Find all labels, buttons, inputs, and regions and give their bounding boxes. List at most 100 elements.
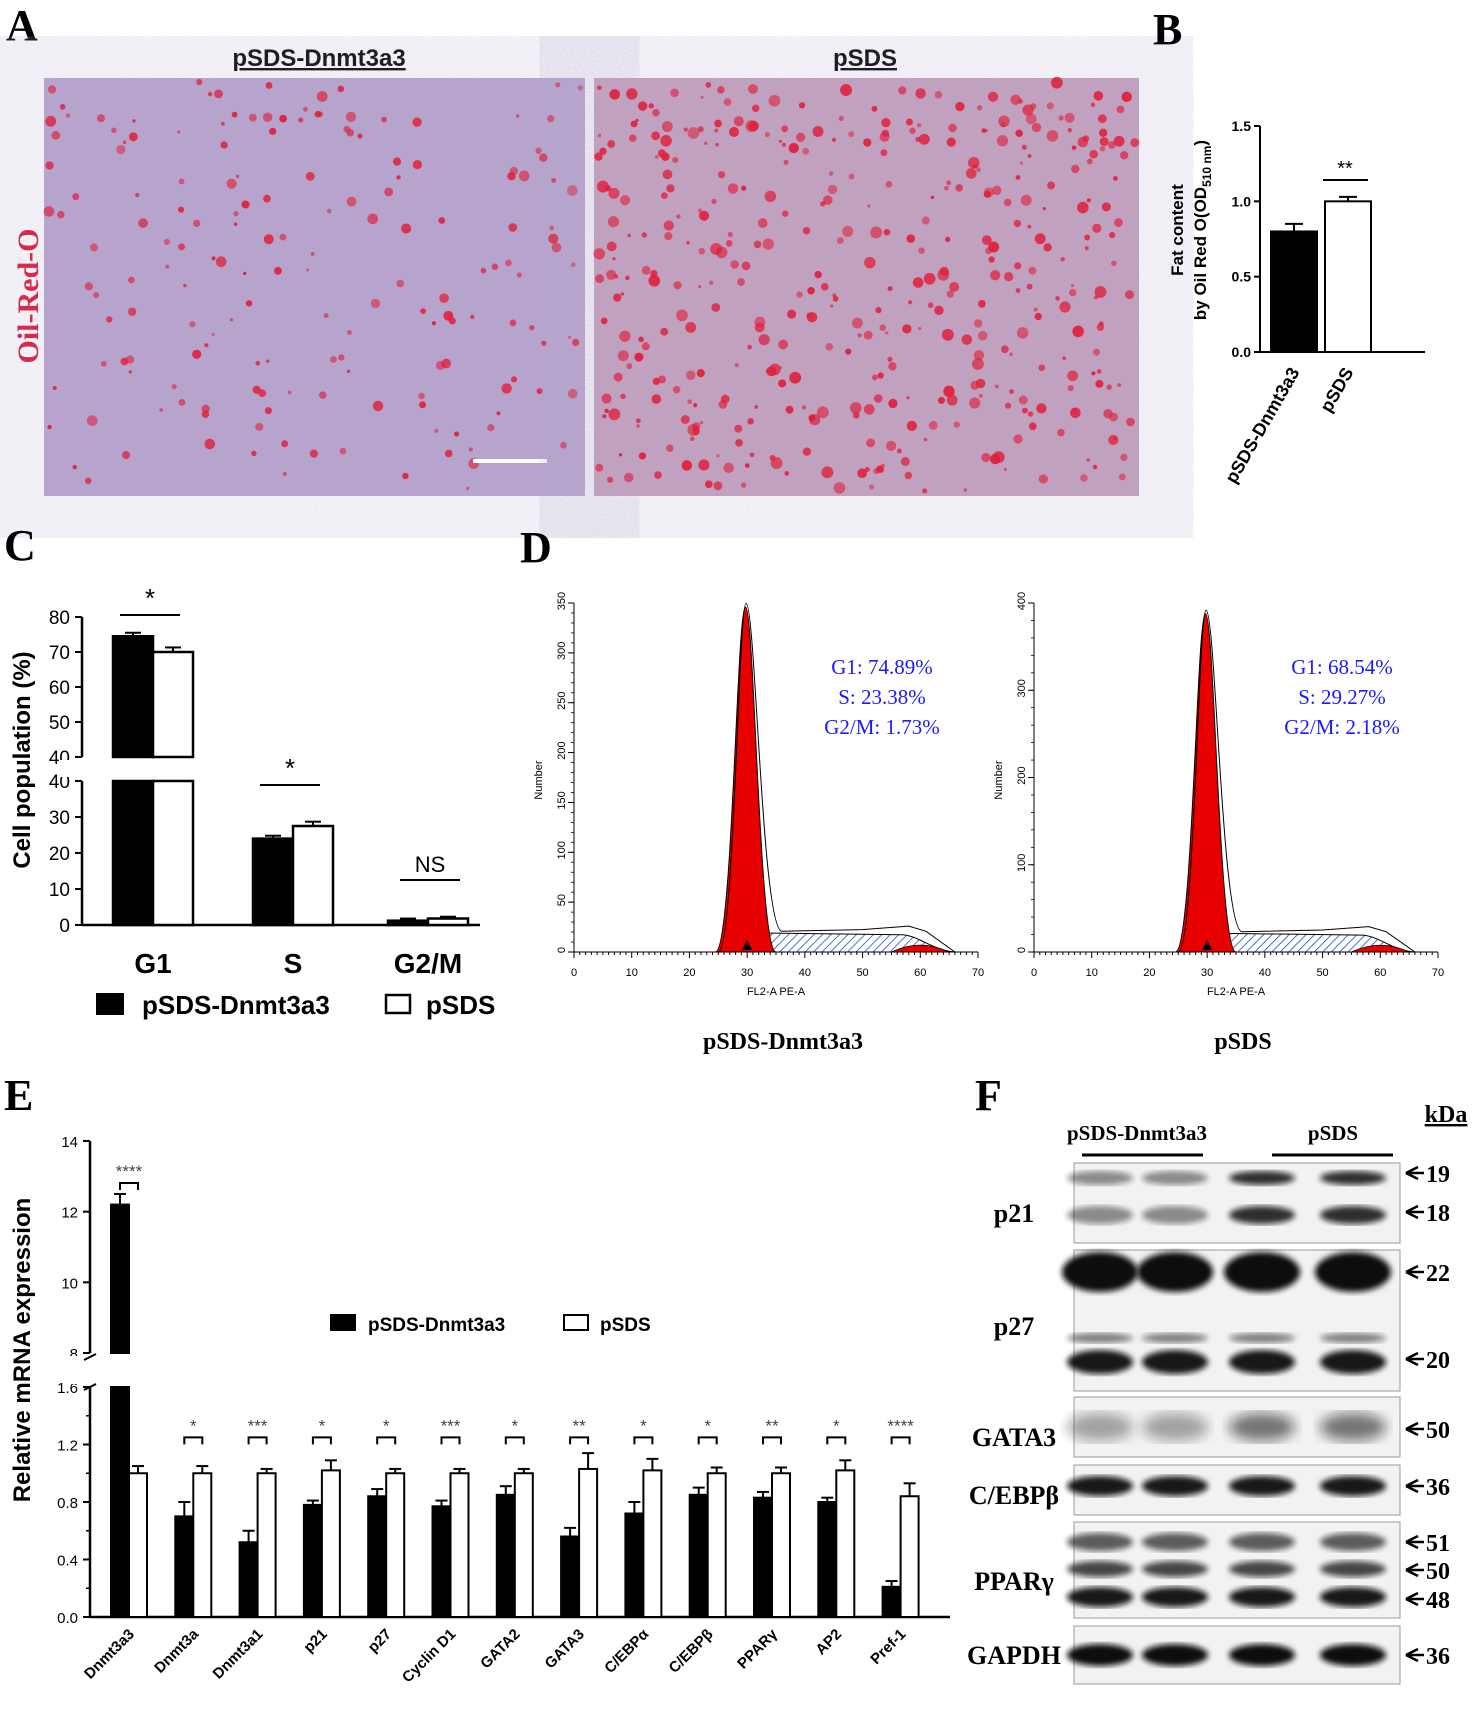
lipid-droplet: [807, 286, 815, 295]
blot-band: [1320, 1206, 1386, 1224]
panel-c-y-tick-label: 60: [49, 678, 70, 699]
lipid-droplet: [1009, 389, 1014, 394]
lipid-droplet: [728, 126, 740, 137]
lipid-droplet: [1114, 218, 1123, 227]
lipid-droplet: [887, 356, 893, 362]
lipid-droplet: [676, 309, 688, 322]
lipid-droplet: [204, 343, 209, 348]
lipid-droplet: [827, 184, 838, 195]
lipid-droplet: [781, 125, 789, 133]
lipid-droplet: [263, 194, 271, 203]
lipid-droplet: [468, 447, 473, 452]
lipid-droplet: [944, 185, 949, 191]
lipid-droplet: [1077, 201, 1089, 214]
lipid-droplet: [466, 486, 470, 491]
panel-e-break-mark: [83, 1383, 97, 1391]
panel-e-chart: Relative mRNA expression 0.0 0.4 0.8 1.2 1.6…: [9, 1134, 950, 1686]
lipid-droplet: [607, 140, 616, 148]
lipid-droplet: [661, 152, 670, 161]
lipid-droplet: [741, 261, 751, 271]
panel-e-legend-swatch-2: [563, 1314, 589, 1331]
lipid-droplet: [717, 86, 725, 94]
lipid-droplet: [505, 259, 512, 267]
lipid-droplet: [651, 394, 662, 404]
lipid-droplet: [974, 319, 983, 328]
panel-d-x-tick-label: 20: [1143, 967, 1155, 979]
panel-d-x-tick-label: 60: [914, 967, 926, 979]
lipid-droplet: [981, 452, 991, 463]
panel-f-kda-header: kDa: [1425, 1102, 1468, 1128]
lipid-droplet: [1034, 312, 1042, 321]
lipid-droplet: [922, 488, 928, 494]
lipid-droplet: [717, 171, 726, 179]
lipid-droplet: [1086, 458, 1090, 462]
lipid-droplet: [946, 394, 958, 406]
lipid-droplet: [961, 334, 973, 345]
lipid-droplet: [620, 195, 631, 206]
panel-c-legend-label-2: pSDS: [426, 990, 495, 1020]
lipid-droplet: [651, 131, 661, 141]
blot-band: [1067, 1350, 1133, 1374]
panel-c-legend-swatch-1: [96, 993, 124, 1015]
lipid-droplet: [1028, 422, 1037, 431]
lipid-droplet: [1033, 307, 1038, 312]
panel-b-y-tick-label: 0.0: [1232, 344, 1252, 360]
lipid-droplet: [201, 410, 210, 418]
lipid-droplet: [509, 166, 518, 175]
panel-d-raw-outline: [717, 603, 956, 953]
panel-e-x-label: Dnmt3a: [151, 1625, 202, 1676]
lipid-droplet: [661, 192, 668, 199]
lipid-droplet: [567, 335, 572, 339]
lipid-droplet: [594, 152, 603, 161]
blot-label: GATA3: [972, 1423, 1056, 1452]
lipid-droplet: [693, 403, 698, 408]
blot-band: [1137, 1252, 1213, 1292]
lipid-droplet: [842, 225, 854, 237]
lipid-droplet: [171, 384, 177, 390]
blot-band: [1315, 1252, 1391, 1292]
lipid-droplet: [1086, 158, 1093, 165]
lipid-droplet: [734, 424, 743, 433]
lipid-droplet: [613, 274, 619, 279]
lipid-droplet: [840, 84, 852, 97]
lipid-droplet: [881, 117, 891, 128]
lipid-droplet: [45, 161, 54, 170]
blot-band: [1320, 1587, 1386, 1607]
lipid-droplet: [666, 184, 675, 193]
blot-band: [1229, 1413, 1295, 1441]
lipid-droplet: [873, 394, 883, 403]
lipid-droplet: [1071, 164, 1080, 174]
panel-e-bar: [302, 1503, 323, 1618]
panel-d-x-tick-label: 20: [683, 967, 695, 979]
blot-marker-kda: 19: [1426, 1162, 1450, 1188]
panel-d-xlabel: FL2-A PE-A: [747, 986, 806, 998]
blot-marker-arrow: [1405, 1421, 1424, 1437]
lipid-droplet: [727, 231, 733, 238]
lipid-droplet: [84, 477, 92, 485]
lipid-droplet: [214, 89, 223, 99]
lipid-droplet: [1000, 122, 1006, 128]
lipid-droplet: [265, 82, 273, 89]
lipid-droplet: [326, 208, 332, 214]
panel-e-bar: [835, 1469, 856, 1618]
lipid-droplet: [652, 377, 660, 386]
blot-label: C/EBPβ: [969, 1481, 1059, 1510]
blot-band: [1320, 1476, 1386, 1496]
panel-d-x-tick-label: 10: [626, 967, 638, 979]
lipid-droplet: [955, 101, 965, 112]
lipid-droplet: [608, 187, 620, 199]
lipid-droplet: [317, 111, 323, 117]
lipid-droplet: [330, 356, 337, 363]
lipid-droplet: [178, 398, 186, 406]
lipid-droplet: [298, 117, 304, 123]
lipid-droplet: [372, 400, 384, 412]
lipid-droplet: [609, 89, 621, 100]
panel-d-y-tick-label: 150: [556, 791, 568, 809]
lipid-droplet: [595, 463, 604, 472]
lipid-droplet: [685, 322, 697, 333]
lipid-droplet: [1004, 402, 1012, 409]
lipid-droplet: [381, 116, 387, 123]
panel-e-bar: [624, 1512, 645, 1618]
lipid-droplet: [715, 246, 728, 259]
lipid-droplet: [733, 116, 744, 127]
